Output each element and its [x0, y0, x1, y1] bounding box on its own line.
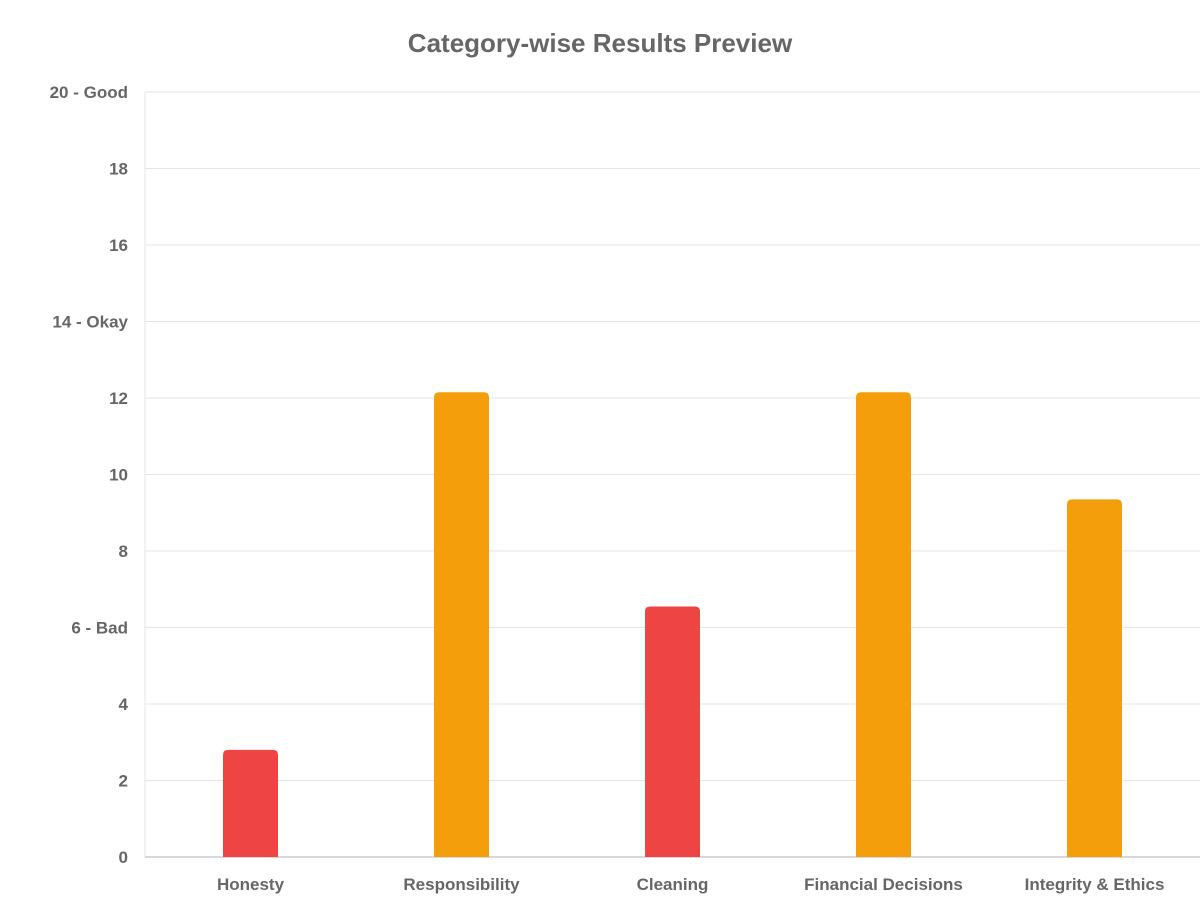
x-tick-label: Honesty [217, 875, 285, 894]
y-tick-label: 6 - Bad [71, 619, 128, 638]
y-tick-label: 0 [119, 848, 128, 867]
y-tick-label: 18 [109, 160, 128, 179]
bar-cleaning [645, 606, 700, 857]
x-tick-label: Responsibility [403, 875, 520, 894]
y-tick-label: 2 [119, 772, 128, 791]
tick-labels: 0 2 4 6 - Bad 8 10 12 14 - Okay 16 18 20 - Good Hon… [50, 83, 1165, 894]
x-tick-label: Financial Decisions [804, 875, 963, 894]
y-tick-label: 12 [109, 389, 128, 408]
bar-honesty [223, 749, 278, 857]
x-tick-label: Cleaning [637, 875, 709, 894]
y-tick-label: 8 [119, 542, 128, 561]
bar-financial-decisions [856, 392, 911, 857]
y-tick-label: 20 - Good [50, 83, 128, 102]
chart-title: Category-wise Results Preview [407, 28, 793, 58]
y-tick-label: 4 [119, 695, 129, 714]
bar-responsibility [434, 392, 489, 857]
y-tick-label: 16 [109, 236, 128, 255]
y-tick-label: 10 [109, 466, 128, 485]
bars [223, 392, 1122, 857]
x-tick-label: Integrity & Ethics [1025, 875, 1165, 894]
y-tick-label: 14 - Okay [52, 313, 128, 332]
bar-integrity-ethics [1067, 499, 1122, 857]
